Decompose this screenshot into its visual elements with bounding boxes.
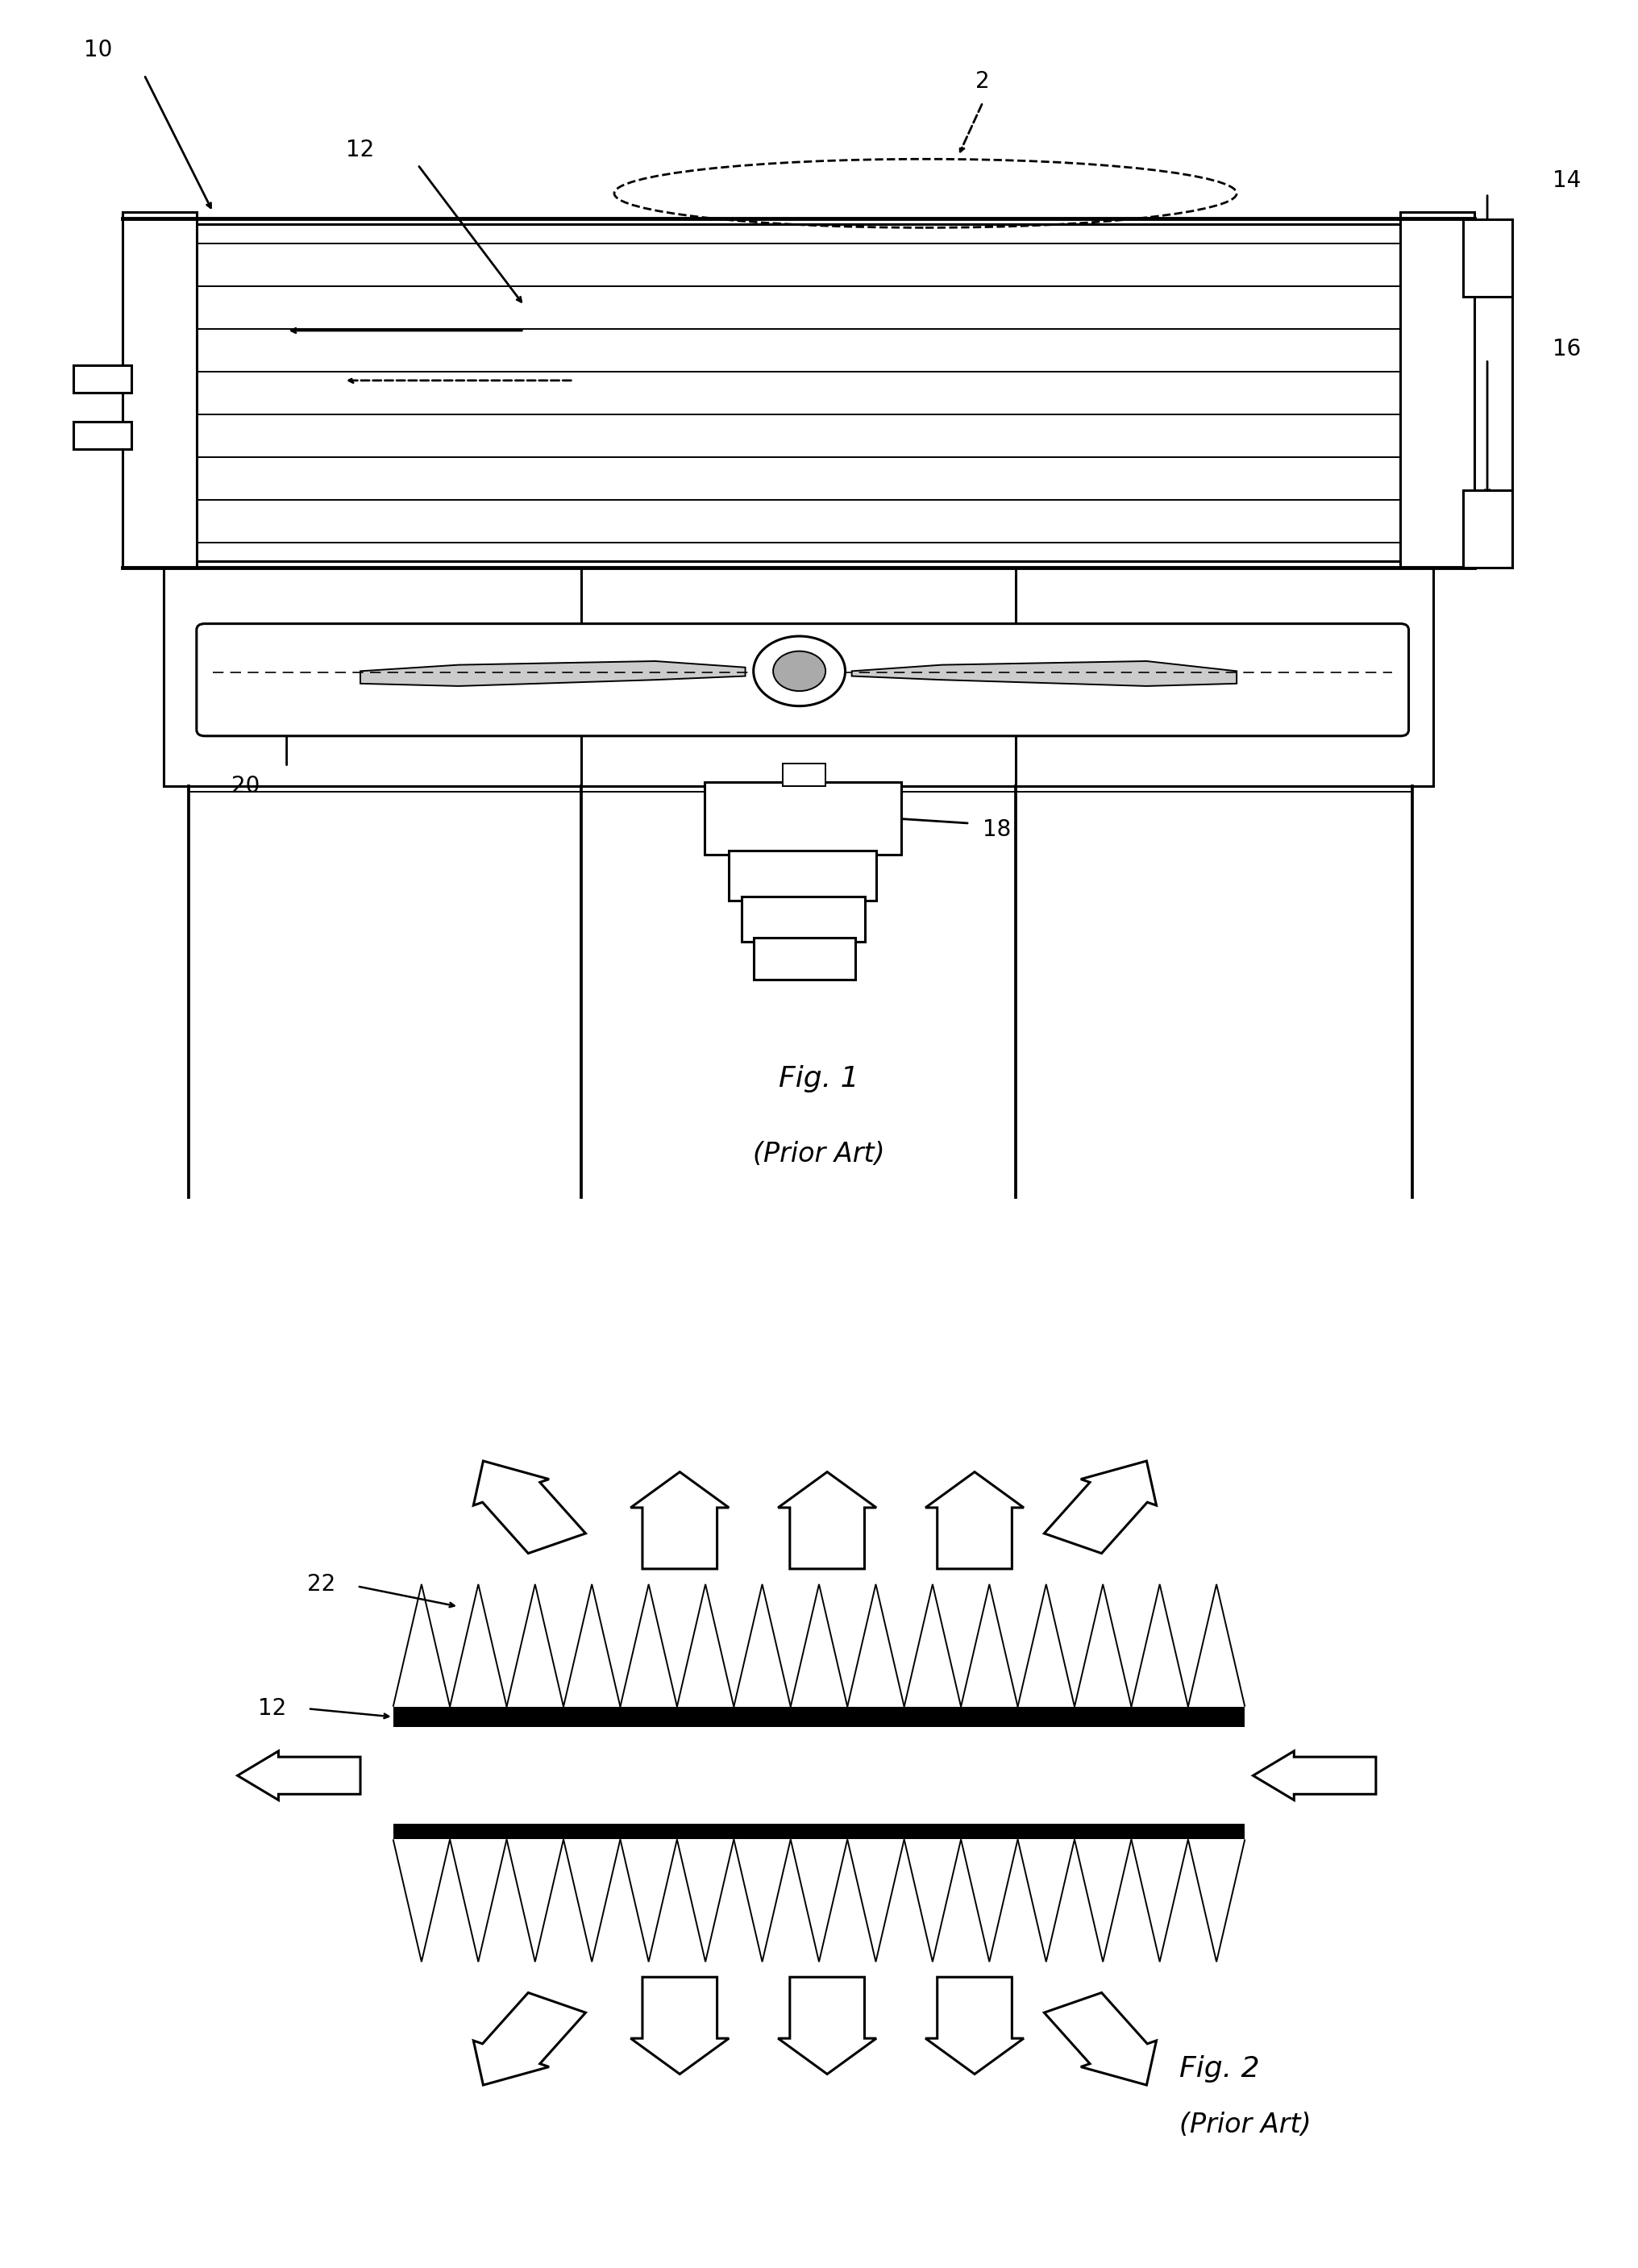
Bar: [729, 850, 876, 900]
Bar: [742, 896, 865, 941]
Text: 12: 12: [259, 1696, 287, 1719]
Polygon shape: [778, 1472, 876, 1569]
Text: 18: 18: [983, 819, 1011, 841]
Bar: [704, 782, 901, 855]
Bar: [1463, 220, 1512, 297]
Text: Fig. 2: Fig. 2: [1179, 2055, 1260, 2082]
Text: 12: 12: [346, 138, 375, 161]
Polygon shape: [473, 1994, 586, 2084]
FancyBboxPatch shape: [197, 624, 1409, 735]
Polygon shape: [360, 662, 745, 685]
Circle shape: [773, 651, 826, 692]
Bar: [753, 939, 855, 980]
Text: 20: 20: [231, 776, 260, 796]
Polygon shape: [1253, 1751, 1376, 1801]
Polygon shape: [631, 1978, 729, 2073]
Polygon shape: [631, 1472, 729, 1569]
Bar: [164, 567, 1433, 785]
Bar: [74, 365, 131, 392]
Text: 10: 10: [84, 39, 113, 61]
Polygon shape: [778, 1978, 876, 2073]
Polygon shape: [238, 1751, 360, 1801]
Polygon shape: [1043, 1461, 1156, 1554]
Polygon shape: [1043, 1994, 1156, 2084]
Bar: [1400, 213, 1474, 567]
Polygon shape: [925, 1472, 1024, 1569]
Bar: [393, 1728, 1245, 1823]
Bar: [74, 422, 131, 449]
Bar: [123, 213, 197, 567]
Bar: [783, 764, 826, 785]
Text: Fig. 1: Fig. 1: [778, 1066, 860, 1093]
Polygon shape: [473, 1461, 586, 1554]
Polygon shape: [852, 662, 1237, 685]
Polygon shape: [925, 1978, 1024, 2073]
Text: (Prior Art): (Prior Art): [753, 1141, 885, 1168]
Bar: [393, 1706, 1245, 1728]
Circle shape: [753, 635, 845, 705]
Bar: [1463, 490, 1512, 567]
Text: 14: 14: [1553, 170, 1581, 193]
Text: 22: 22: [308, 1574, 336, 1594]
Text: 2: 2: [976, 70, 989, 93]
Text: (Prior Art): (Prior Art): [1179, 2112, 1312, 2139]
Bar: [393, 1823, 1245, 1839]
Text: 16: 16: [1553, 338, 1581, 361]
